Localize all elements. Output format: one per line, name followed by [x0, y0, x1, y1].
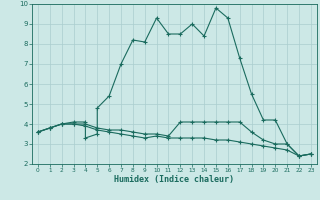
X-axis label: Humidex (Indice chaleur): Humidex (Indice chaleur)	[115, 175, 234, 184]
